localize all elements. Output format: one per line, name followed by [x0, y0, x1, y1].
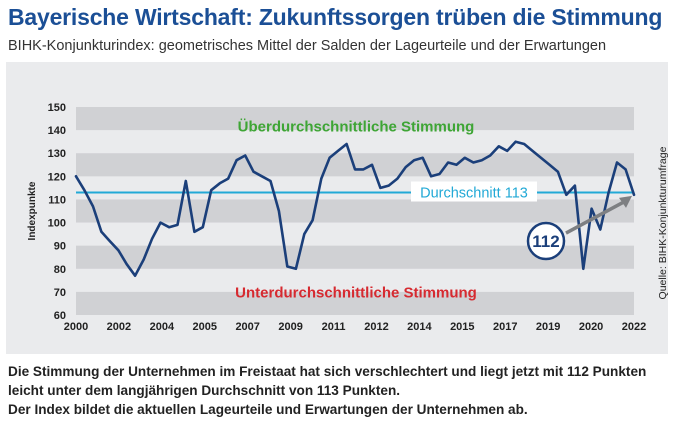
- callout-arrow-line: [565, 199, 627, 235]
- chart-subtitle: BIHK-Konjunkturindex: geometrisches Mitt…: [8, 38, 607, 54]
- x-tick-label: 2019: [536, 321, 560, 333]
- latest-value-label: 112: [532, 232, 559, 251]
- x-tick-label: 2017: [493, 321, 517, 333]
- x-tick-label: 2004: [150, 321, 175, 333]
- chart-caption: Die Stimmung der Unternehmen im Freistaa…: [8, 362, 672, 419]
- grid-band: [76, 153, 634, 177]
- grid-band: [76, 107, 634, 131]
- y-tick-label: 90: [54, 241, 66, 253]
- x-tick-label: 2007: [235, 321, 259, 333]
- y-tick-label: 80: [54, 264, 66, 276]
- x-tick-label: 2009: [278, 321, 302, 333]
- y-tick-label: 60: [54, 310, 66, 322]
- x-tick-label: 2014: [407, 321, 432, 333]
- callout-circle: [526, 221, 566, 261]
- y-tick-label: 110: [48, 194, 66, 206]
- x-tick-label: 2022: [622, 321, 646, 333]
- chart-panel: 60 70 80 90 100 110 120 130 140 150 2000 2002 2004 20…: [6, 62, 668, 354]
- below-average-label: Unterdurchschnittliche Stimmung: [235, 285, 477, 302]
- series-line: [74, 140, 636, 277]
- y-tick-label: 140: [48, 125, 66, 137]
- y-tick-label: 130: [48, 148, 66, 160]
- average-label: Durchschnitt 113: [420, 186, 528, 202]
- y-tick-label: 120: [48, 171, 66, 183]
- y-tick-label: 100: [48, 218, 66, 230]
- x-tick-label: 2002: [107, 321, 131, 333]
- caption-line-2: leicht unter dem langjährigen Durchschni…: [8, 383, 401, 398]
- y-axis-label: Indexpunkte: [27, 181, 38, 240]
- x-tick-label: 2005: [193, 321, 217, 333]
- x-tick-label: 2000: [64, 321, 88, 333]
- caption-line-1: Die Stimmung der Unternehmen im Freistaa…: [8, 364, 647, 379]
- grid-band: [76, 245, 634, 269]
- y-tick-label: 150: [48, 102, 66, 114]
- chart-title: Bayerische Wirtschaft: Zukunftssorgen tr…: [8, 4, 663, 30]
- x-tick-label: 2012: [364, 321, 388, 333]
- grid-band: [76, 291, 634, 315]
- x-tick-label: 2011: [322, 321, 346, 333]
- caption-line-3: Der Index bildet die aktuellen Lageurtei…: [8, 402, 528, 417]
- average-label-bg: [411, 181, 537, 202]
- x-tick-label: 2015: [450, 321, 474, 333]
- line-chart: 60 70 80 90 100 110 120 130 140 150 2000 2002 2004 20…: [27, 102, 668, 333]
- x-tick-label: 2020: [579, 321, 603, 333]
- above-average-label: Überdurchschnittliche Stimmung: [238, 118, 475, 135]
- grid-band: [76, 199, 634, 223]
- source-note: Quelle: BIHK-Konjunkturumfrage: [657, 146, 668, 299]
- callout-arrow-head: [619, 195, 632, 208]
- y-tick-label: 70: [54, 287, 66, 299]
